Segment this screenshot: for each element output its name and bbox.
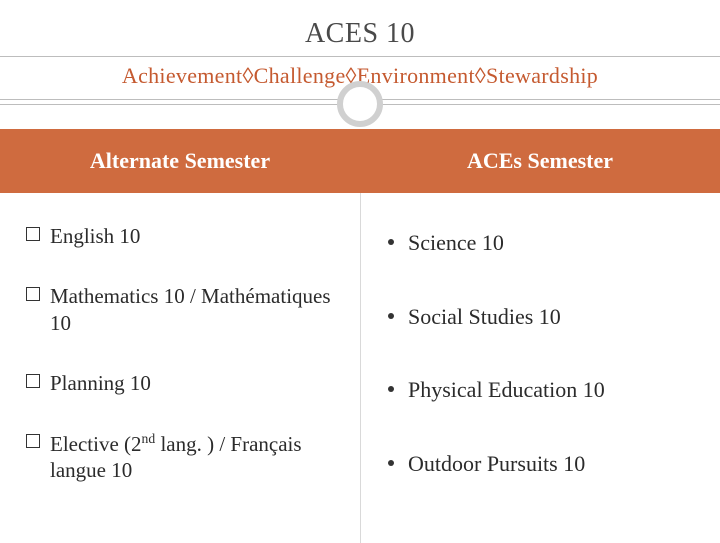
disc-bullet-icon <box>388 460 394 466</box>
list-item: English 10 <box>26 223 334 249</box>
list-item: Mathematics 10 / Mathématiques 10 <box>26 283 334 336</box>
list-item-label: English 10 <box>50 224 140 248</box>
list-item-label: Outdoor Pursuits 10 <box>408 451 585 476</box>
list-item: Social Studies 10 <box>386 303 694 331</box>
list-item-label: Elective (2nd lang. ) / Français langue … <box>50 432 302 482</box>
list-item: Outdoor Pursuits 10 <box>386 450 694 478</box>
list-item: Planning 10 <box>26 370 334 396</box>
list-item: Elective (2nd lang. ) / Français langue … <box>26 430 334 484</box>
column-divider <box>360 193 361 543</box>
list-item: Physical Education 10 <box>386 376 694 404</box>
square-bullet-icon <box>26 227 40 241</box>
disc-bullet-icon <box>388 386 394 392</box>
column-header-bar: Alternate Semester ACEs Semester <box>0 129 720 193</box>
right-column: Science 10 Social Studies 10 Physical Ed… <box>360 193 720 543</box>
square-bullet-icon <box>26 434 40 448</box>
header: ACES 10 Achievement◊Challenge◊Environmen… <box>0 0 720 129</box>
left-column: English 10 Mathematics 10 / Mathématique… <box>0 193 360 543</box>
disc-bullet-icon <box>388 313 394 319</box>
divider-line <box>0 56 720 57</box>
divider-double <box>0 93 720 129</box>
content-area: English 10 Mathematics 10 / Mathématique… <box>0 193 720 543</box>
list-item-label: Planning 10 <box>50 371 151 395</box>
disc-bullet-icon <box>388 239 394 245</box>
ring-icon <box>337 81 383 127</box>
list-item-label: Social Studies 10 <box>408 304 561 329</box>
square-bullet-icon <box>26 287 40 301</box>
slide: ACES 10 Achievement◊Challenge◊Environmen… <box>0 0 720 540</box>
slide-title: ACES 10 <box>0 18 720 50</box>
list-item: Science 10 <box>386 229 694 257</box>
square-bullet-icon <box>26 374 40 388</box>
column-heading-right: ACEs Semester <box>360 129 720 193</box>
list-item-label: Science 10 <box>408 230 504 255</box>
column-heading-left: Alternate Semester <box>0 129 360 193</box>
list-item-label: Physical Education 10 <box>408 377 605 402</box>
list-item-label: Mathematics 10 / Mathématiques 10 <box>50 284 331 334</box>
